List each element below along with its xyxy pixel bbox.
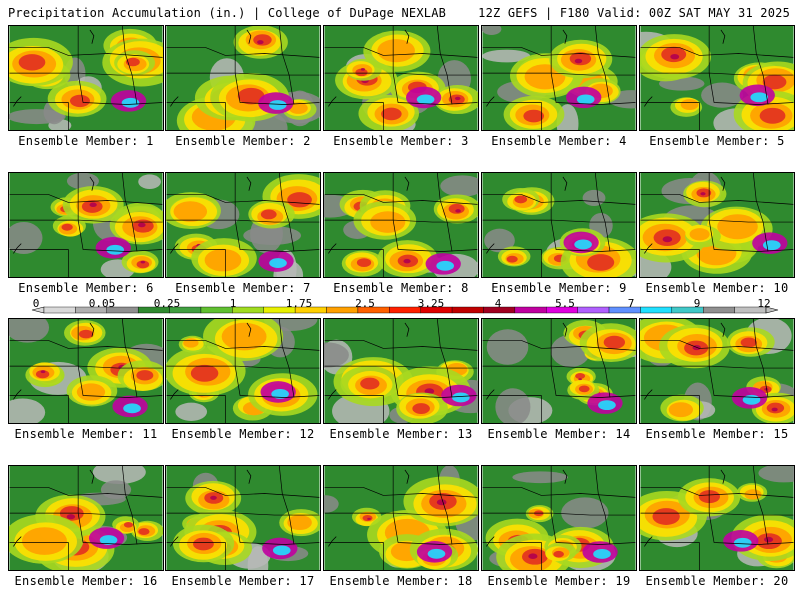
ensemble-member-label: Ensemble Member: 11 xyxy=(14,427,158,441)
precipitation-map xyxy=(165,172,321,278)
ensemble-member-label: Ensemble Member: 15 xyxy=(645,427,789,441)
ensemble-member-label: Ensemble Member: 8 xyxy=(333,281,469,295)
colorbar-tick-label: 12 xyxy=(757,297,771,310)
ensemble-member-label: Ensemble Member: 18 xyxy=(329,574,473,588)
colorbar-segment xyxy=(640,306,673,314)
precipitation-map xyxy=(323,172,479,278)
precipitation-map xyxy=(639,318,795,424)
colorbar-tick-label: 0.05 xyxy=(88,297,116,310)
ensemble-member-panel: Ensemble Member: 3 xyxy=(323,25,479,148)
ensemble-member-panel: Ensemble Member: 17 xyxy=(165,465,321,588)
precipitation-map xyxy=(8,465,164,571)
ensemble-member-panel: Ensemble Member: 5 xyxy=(639,25,795,148)
precipitation-map xyxy=(165,318,321,424)
colorbar-tick-label: 1 xyxy=(229,297,237,310)
ensemble-member-label: Ensemble Member: 7 xyxy=(175,281,311,295)
ensemble-member-panel: Ensemble Member: 7 xyxy=(165,172,321,295)
ensemble-member-label: Ensemble Member: 14 xyxy=(487,427,631,441)
colorbar-segment xyxy=(514,306,547,314)
colorbar-segment xyxy=(608,306,641,314)
colorbar-tick-label: 5.5 xyxy=(555,297,575,310)
ensemble-member-panel: Ensemble Member: 6 xyxy=(8,172,164,295)
precipitation-map xyxy=(481,465,637,571)
ensemble-member-label: Ensemble Member: 5 xyxy=(649,134,785,148)
colorbar-tick-label: 7 xyxy=(627,297,635,310)
colorbar-segment xyxy=(200,306,233,314)
colorbar-tick-label: 2.5 xyxy=(355,297,375,310)
ensemble-member-panel: Ensemble Member: 2 xyxy=(165,25,321,148)
ensemble-member-panel: Ensemble Member: 8 xyxy=(323,172,479,295)
colorbar-segment xyxy=(577,306,610,314)
ensemble-member-panel: Ensemble Member: 11 xyxy=(8,318,164,441)
model-run-info: 12Z GEFS | F180 Valid: 00Z SAT MAY 31 20… xyxy=(478,6,790,20)
precipitation-map xyxy=(639,465,795,571)
colorbar-segment xyxy=(43,306,76,314)
ensemble-member-label: Ensemble Member: 1 xyxy=(18,134,154,148)
colorbar-tick-label: 0 xyxy=(32,297,40,310)
ensemble-member-label: Ensemble Member: 16 xyxy=(14,574,158,588)
colorbar-tick-label: 1.75 xyxy=(285,297,313,310)
ensemble-member-panel: Ensemble Member: 20 xyxy=(639,465,795,588)
precipitation-map xyxy=(165,25,321,131)
ensemble-member-panel: Ensemble Member: 14 xyxy=(481,318,637,441)
ensemble-member-panel: Ensemble Member: 12 xyxy=(165,318,321,441)
ensemble-member-panel: Ensemble Member: 1 xyxy=(8,25,164,148)
ensemble-member-label: Ensemble Member: 3 xyxy=(333,134,469,148)
precipitation-colorbar xyxy=(31,306,779,314)
colorbar-tick-label: 3.25 xyxy=(417,297,445,310)
ensemble-member-panel: Ensemble Member: 18 xyxy=(323,465,479,588)
ensemble-member-label: Ensemble Member: 9 xyxy=(491,281,627,295)
ensemble-member-panel: Ensemble Member: 10 xyxy=(639,172,795,295)
colorbar-segment xyxy=(703,306,735,314)
colorbar-segment xyxy=(389,306,421,314)
ensemble-member-label: Ensemble Member: 10 xyxy=(645,281,789,295)
precipitation-map xyxy=(481,25,637,131)
precipitation-map xyxy=(8,25,164,131)
precipitation-map xyxy=(8,318,164,424)
ensemble-member-panel: Ensemble Member: 16 xyxy=(8,465,164,588)
ensemble-member-label: Ensemble Member: 17 xyxy=(171,574,315,588)
precipitation-map xyxy=(481,318,637,424)
ensemble-member-label: Ensemble Member: 6 xyxy=(18,281,154,295)
precipitation-map xyxy=(8,172,164,278)
precipitation-map xyxy=(165,465,321,571)
ensemble-member-panel: Ensemble Member: 19 xyxy=(481,465,637,588)
precipitation-map xyxy=(323,318,479,424)
ensemble-member-panel: Ensemble Member: 9 xyxy=(481,172,637,295)
ensemble-member-label: Ensemble Member: 4 xyxy=(491,134,627,148)
ensemble-member-panel: Ensemble Member: 15 xyxy=(639,318,795,441)
colorbar-segment xyxy=(326,306,359,314)
ensemble-member-label: Ensemble Member: 20 xyxy=(645,574,789,588)
ensemble-member-label: Ensemble Member: 13 xyxy=(329,427,473,441)
ensemble-member-panel: Ensemble Member: 4 xyxy=(481,25,637,148)
colorbar-segment xyxy=(451,306,484,314)
colorbar-right-arrow xyxy=(765,306,779,314)
chart-title: Precipitation Accumulation (in.) | Colle… xyxy=(8,6,447,20)
colorbar-tick-label: 9 xyxy=(693,297,701,310)
ensemble-member-label: Ensemble Member: 2 xyxy=(175,134,311,148)
precipitation-map xyxy=(323,465,479,571)
precipitation-map xyxy=(481,172,637,278)
precipitation-map xyxy=(639,172,795,278)
colorbar-tick-label: 0.25 xyxy=(153,297,181,310)
colorbar-tick-label: 4 xyxy=(494,297,502,310)
precipitation-map xyxy=(323,25,479,131)
precipitation-map xyxy=(639,25,795,131)
ensemble-member-label: Ensemble Member: 19 xyxy=(487,574,631,588)
ensemble-member-label: Ensemble Member: 12 xyxy=(171,427,315,441)
ensemble-member-panel: Ensemble Member: 13 xyxy=(323,318,479,441)
colorbar-segment xyxy=(232,306,264,314)
